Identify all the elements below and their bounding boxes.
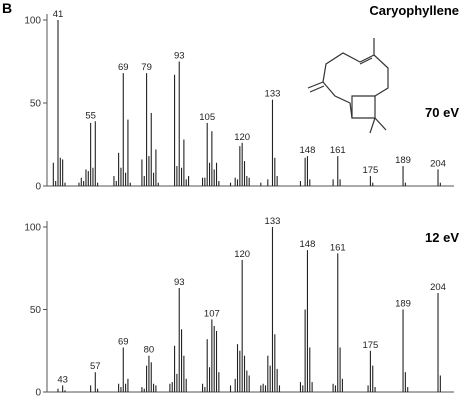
- peak-label: 189: [395, 155, 411, 166]
- caryophyllene-structure-drawing: [307, 38, 389, 134]
- peak-label: 133: [265, 89, 281, 100]
- peak-label: 120: [234, 249, 250, 260]
- peak-label: 133: [265, 216, 281, 227]
- peak-label: 80: [144, 345, 155, 356]
- y-tick-label: 50: [30, 305, 42, 316]
- peak-label: 105: [199, 112, 215, 123]
- peak-label: 69: [118, 62, 129, 73]
- peak-label: 43: [57, 374, 68, 385]
- peak-label: 175: [362, 340, 378, 351]
- spectrum-panel-70ev: 0 50 100 41 55 69 79 93 105 120 133 148 161 175 189 204: [24, 9, 454, 193]
- peak-label: 204: [430, 282, 446, 293]
- peak-label: 107: [204, 308, 220, 319]
- peak-label: 120: [234, 132, 250, 143]
- structure-cyclobutane: [351, 95, 376, 119]
- y-tick-label: 0: [35, 182, 41, 193]
- energy-label-70ev: 70 eV: [425, 105, 459, 120]
- compound-title: Caryophyllene: [369, 3, 459, 18]
- peak-label: 204: [430, 158, 446, 169]
- peak-label: 161: [330, 242, 346, 253]
- peak-label: 41: [53, 9, 64, 20]
- structure-double-bond: [359, 57, 373, 65]
- structure-methyl-2: [374, 117, 387, 131]
- peak-label: 57: [90, 361, 101, 372]
- peak-label: 148: [300, 239, 316, 250]
- y-tick-label: 0: [35, 388, 41, 399]
- y-tick-label: 50: [30, 99, 42, 110]
- peak-label: 55: [85, 110, 96, 121]
- peak-label: 148: [300, 145, 316, 156]
- structure-exocyclic-methylene-2: [309, 85, 325, 93]
- peak-label: 79: [141, 62, 152, 73]
- y-tick-label: 100: [24, 223, 41, 234]
- y-tick-label: 100: [24, 16, 41, 27]
- structure-methyl-1: [369, 117, 376, 134]
- energy-label-12ev: 12 eV: [425, 230, 459, 245]
- peak-label: 93: [174, 51, 185, 62]
- peak-label: 175: [362, 165, 378, 176]
- structure-ring-left: [322, 38, 375, 119]
- structure-ring-right: [373, 54, 389, 97]
- peak-label: 93: [174, 277, 185, 288]
- peak-label: 69: [118, 336, 129, 347]
- structure-exocyclic-methylene: [307, 81, 324, 89]
- panel-label: B: [2, 0, 13, 16]
- spectrum-panel-12ev: 0 50 100 43 57 69 80 93 107 120 133 148 161 175 189 204: [24, 216, 454, 399]
- peak-label: 161: [330, 145, 346, 156]
- peak-label: 189: [395, 299, 411, 310]
